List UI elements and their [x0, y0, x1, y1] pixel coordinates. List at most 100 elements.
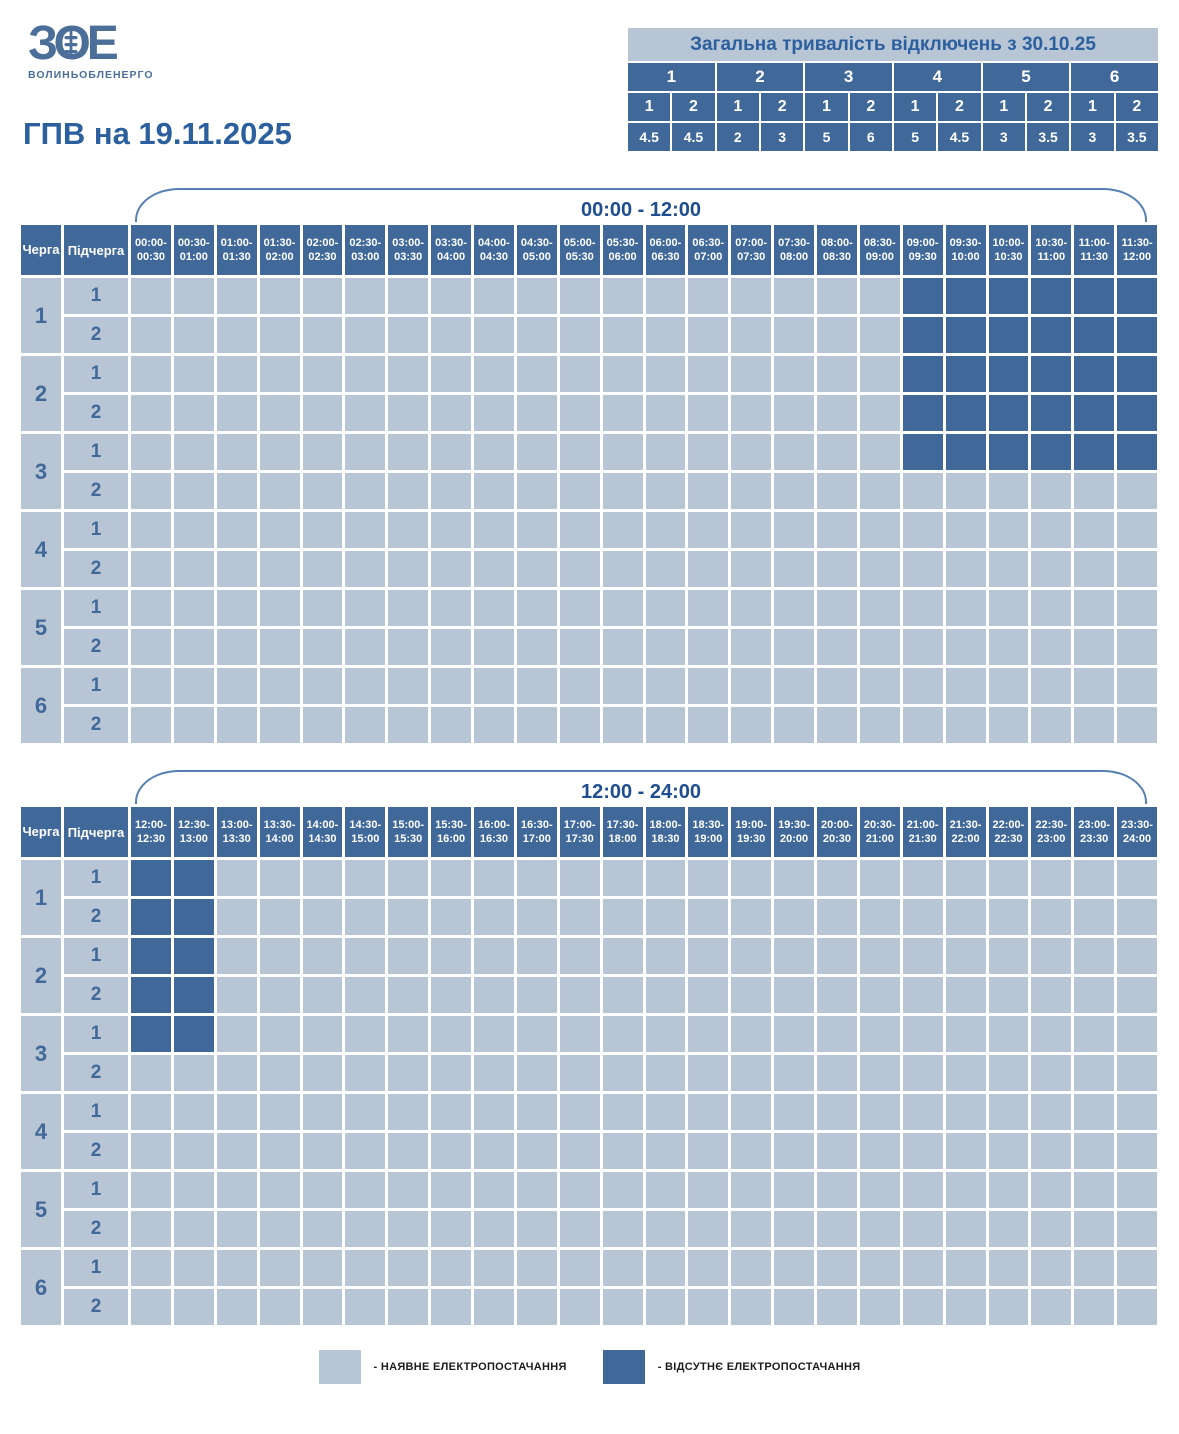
power-on-cell: [988, 473, 1029, 509]
power-on-cell: [1074, 512, 1115, 548]
subqueue-label: 1: [64, 434, 128, 470]
power-on-cell: [945, 938, 986, 974]
power-on-cell: [645, 278, 686, 314]
queue-label: 2: [21, 356, 61, 431]
power-on-cell: [859, 1289, 900, 1325]
power-on-cell: [216, 1289, 257, 1325]
power-on-cell: [516, 629, 557, 665]
power-on-cell: [431, 938, 471, 974]
power-on-cell: [474, 860, 514, 896]
subqueue-label: 2: [64, 317, 128, 353]
power-on-cell: [902, 629, 943, 665]
subqueue-column-header: Підчерга: [64, 225, 128, 275]
outage-cell: [988, 317, 1029, 353]
power-on-cell: [516, 1133, 557, 1169]
time-slot-header: 05:30- 06:00: [602, 225, 643, 275]
power-on-cell: [216, 629, 257, 665]
power-on-cell: [945, 551, 986, 587]
power-on-cell: [388, 1133, 429, 1169]
power-on-cell: [431, 1172, 471, 1208]
time-slot-header: 11:00- 11:30: [1074, 225, 1115, 275]
power-on-cell: [774, 1250, 814, 1286]
power-on-cell: [1074, 1172, 1115, 1208]
power-on-cell: [602, 1055, 643, 1091]
subqueue-label: 1: [64, 512, 128, 548]
summary-subqueue: 2: [672, 93, 715, 121]
power-on-cell: [302, 1172, 343, 1208]
subqueue-label: 1: [64, 278, 128, 314]
power-on-cell: [216, 1055, 257, 1091]
summary-subqueue: 1: [805, 93, 848, 121]
subqueue-label: 2: [64, 707, 128, 743]
power-on-cell: [1074, 860, 1115, 896]
time-slot-header: 15:00- 15:30: [388, 807, 429, 857]
power-on-cell: [559, 938, 600, 974]
power-on-cell: [902, 707, 943, 743]
summary-duration: 4.5: [628, 123, 671, 151]
power-on-cell: [1074, 1211, 1115, 1247]
power-on-cell: [516, 434, 557, 470]
power-on-cell: [859, 473, 900, 509]
power-on-cell: [688, 278, 729, 314]
power-on-cell: [945, 1289, 986, 1325]
power-on-cell: [345, 395, 386, 431]
power-on-cell: [259, 278, 300, 314]
power-on-cell: [988, 860, 1029, 896]
power-on-cell: [302, 1289, 343, 1325]
power-on-cell: [431, 1094, 471, 1130]
power-on-cell: [474, 629, 514, 665]
power-on-cell: [1117, 977, 1157, 1013]
power-on-cell: [859, 551, 900, 587]
power-on-cell: [173, 590, 214, 626]
power-on-cell: [474, 977, 514, 1013]
power-on-cell: [516, 1016, 557, 1052]
power-on-cell: [731, 1016, 772, 1052]
outage-cell: [1031, 278, 1072, 314]
time-slot-header: 02:00- 02:30: [302, 225, 343, 275]
power-on-cell: [431, 860, 471, 896]
subqueue-label: 2: [64, 977, 128, 1013]
power-on-cell: [345, 1289, 386, 1325]
power-on-cell: [602, 1250, 643, 1286]
power-on-cell: [817, 1289, 857, 1325]
outage-cell: [131, 899, 171, 935]
power-on-cell: [602, 317, 643, 353]
power-on-cell: [216, 434, 257, 470]
power-on-cell: [731, 317, 772, 353]
power-on-cell: [216, 938, 257, 974]
power-on-cell: [602, 1211, 643, 1247]
power-on-cell: [859, 1055, 900, 1091]
power-on-cell: [431, 1250, 471, 1286]
power-on-cell: [602, 1094, 643, 1130]
time-slot-header: 18:00- 18:30: [645, 807, 686, 857]
power-on-cell: [859, 278, 900, 314]
power-on-cell: [731, 938, 772, 974]
subqueue-label: 1: [64, 1094, 128, 1130]
power-on-cell: [1117, 551, 1157, 587]
power-on-cell: [1117, 1211, 1157, 1247]
power-on-cell: [645, 899, 686, 935]
power-on-cell: [1074, 977, 1115, 1013]
power-on-cell: [688, 938, 729, 974]
summary-duration: 3: [1071, 123, 1114, 151]
power-on-cell: [645, 356, 686, 392]
subqueue-label: 2: [64, 899, 128, 935]
power-on-cell: [431, 1133, 471, 1169]
power-on-cell: [559, 512, 600, 548]
queue-label: 4: [21, 1094, 61, 1169]
power-on-cell: [131, 1211, 171, 1247]
page-title: ГПВ на 19.11.2025: [23, 116, 292, 151]
summary-subqueue: 1: [1071, 93, 1114, 121]
power-on-cell: [216, 473, 257, 509]
power-on-cell: [259, 590, 300, 626]
power-on-cell: [645, 1133, 686, 1169]
time-slot-header: 09:30- 10:00: [945, 225, 986, 275]
power-on-cell: [431, 395, 471, 431]
time-slot-header: 04:00- 04:30: [474, 225, 514, 275]
outage-cell: [1031, 356, 1072, 392]
power-on-cell: [1074, 629, 1115, 665]
power-on-cell: [774, 707, 814, 743]
time-slot-header: 13:00- 13:30: [216, 807, 257, 857]
period-bracket: 12:00 - 24:00: [135, 770, 1147, 804]
power-on-cell: [902, 551, 943, 587]
